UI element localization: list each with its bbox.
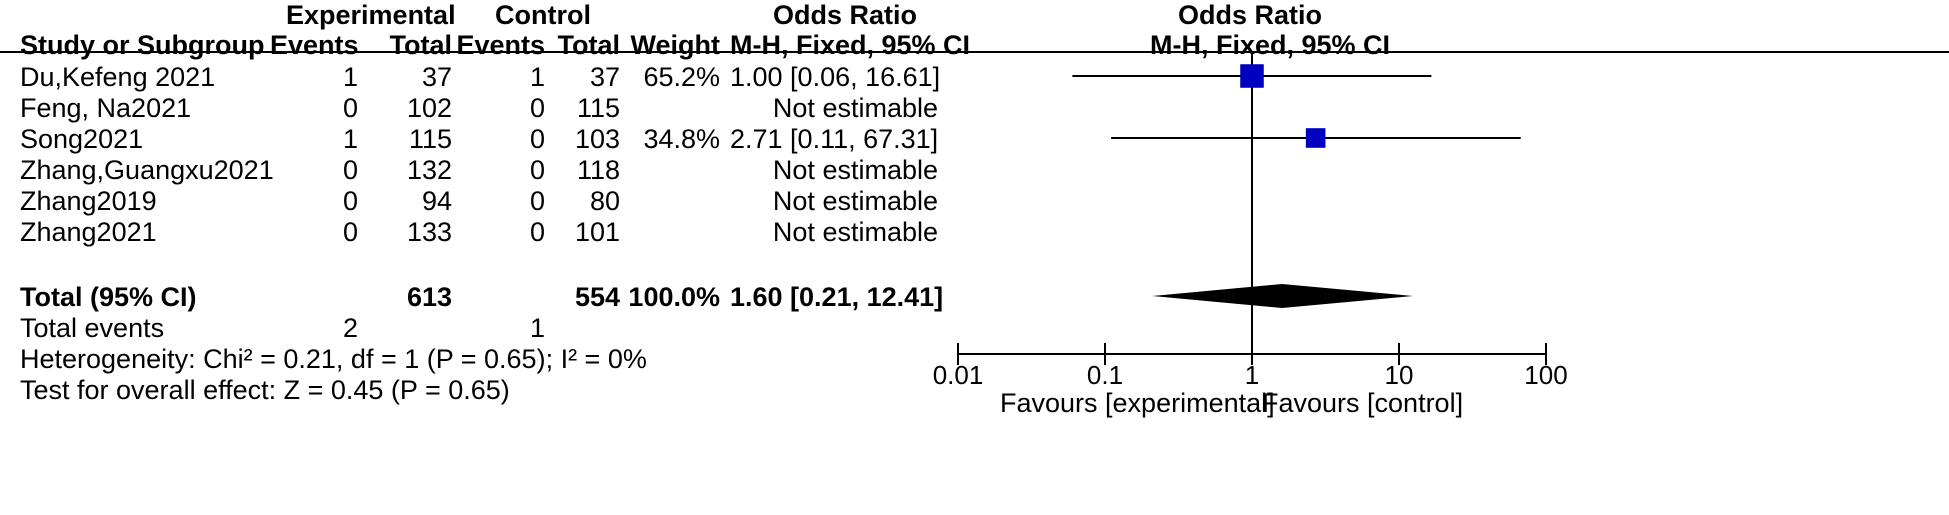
study-ctrl-events: 0 bbox=[529, 217, 545, 247]
study-exp-total: 94 bbox=[421, 186, 452, 216]
total-ctrl-total: 554 bbox=[574, 282, 620, 312]
study-exp-events: 1 bbox=[342, 62, 358, 92]
study-or-text: Not estimable bbox=[772, 93, 938, 123]
study-ctrl-total: 115 bbox=[576, 93, 620, 123]
favours-experimental-label: Favours [experimental] bbox=[1000, 388, 1275, 418]
summary-diamond bbox=[1152, 284, 1413, 308]
study-or-text: Not estimable bbox=[772, 217, 938, 247]
study-exp-total: 133 bbox=[406, 217, 452, 247]
study-name: Zhang,Guangxu2021 bbox=[20, 155, 274, 185]
study-ctrl-events: 0 bbox=[529, 155, 545, 185]
total-events-label: Total events bbox=[20, 313, 165, 343]
header-odds-ratio-plot: Odds Ratio bbox=[1177, 0, 1322, 30]
header-odds-ratio-table: Odds Ratio bbox=[772, 0, 917, 30]
header-control: Control bbox=[495, 0, 591, 30]
x-axis-tick-label: 0.01 bbox=[933, 360, 984, 390]
header-study: Study or Subgroup bbox=[20, 30, 265, 60]
study-ctrl-total: 101 bbox=[574, 217, 620, 247]
study-ctrl-events: 1 bbox=[529, 62, 545, 92]
favours-control-label: Favours [control] bbox=[1262, 388, 1464, 418]
total-label: Total (95% CI) bbox=[20, 282, 197, 312]
study-name: Zhang2019 bbox=[20, 186, 157, 216]
study-exp-total: 37 bbox=[421, 62, 452, 92]
study-or-text: 1.00 [0.06, 16.61] bbox=[730, 62, 941, 92]
total-exp-total: 613 bbox=[406, 282, 452, 312]
study-or-text: Not estimable bbox=[772, 155, 938, 185]
header-ctrl-events: Events bbox=[456, 30, 545, 60]
effect-square bbox=[1305, 128, 1326, 148]
study-exp-events: 1 bbox=[342, 124, 358, 154]
study-or-text: 2.71 [0.11, 67.31] bbox=[730, 124, 939, 154]
study-name: Du,Kefeng 2021 bbox=[20, 62, 216, 92]
header-divider bbox=[0, 51, 1949, 53]
study-exp-total: 115 bbox=[408, 124, 452, 154]
study-weight: 34.8% bbox=[643, 124, 720, 154]
study-name: Song2021 bbox=[20, 124, 144, 154]
header-ctrl-total: Total bbox=[557, 30, 621, 60]
study-exp-total: 132 bbox=[406, 155, 452, 185]
study-ctrl-total: 80 bbox=[589, 186, 620, 216]
effect-square bbox=[1240, 64, 1264, 88]
header-method-table: M-H, Fixed, 95% CI bbox=[730, 30, 971, 60]
study-or-text: Not estimable bbox=[772, 186, 938, 216]
x-axis-tick-label: 10 bbox=[1385, 360, 1414, 390]
study-exp-events: 0 bbox=[342, 93, 358, 123]
study-name: Zhang2021 bbox=[20, 217, 157, 247]
header-experimental: Experimental bbox=[286, 0, 456, 30]
heterogeneity-text: Heterogeneity: Chi² = 0.21, df = 1 (P = … bbox=[20, 344, 647, 374]
study-ctrl-total: 118 bbox=[576, 155, 620, 185]
header-exp-events: Events bbox=[270, 30, 359, 60]
study-ctrl-events: 0 bbox=[529, 124, 545, 154]
total-events-ctrl: 1 bbox=[529, 313, 545, 343]
study-ctrl-total: 37 bbox=[589, 62, 620, 92]
x-axis-tick-label: 0.1 bbox=[1087, 360, 1123, 390]
header-exp-total: Total bbox=[389, 30, 453, 60]
study-ctrl-events: 0 bbox=[529, 93, 545, 123]
study-weight: 65.2% bbox=[643, 62, 720, 92]
total-events-exp: 2 bbox=[342, 313, 358, 343]
x-axis-tick-label: 100 bbox=[1524, 360, 1567, 390]
study-exp-events: 0 bbox=[342, 217, 358, 247]
total-or-text: 1.60 [0.21, 12.41] bbox=[730, 282, 944, 312]
study-exp-events: 0 bbox=[342, 155, 358, 185]
header-weight: Weight bbox=[630, 30, 721, 60]
study-name: Feng, Na2021 bbox=[20, 93, 192, 123]
total-weight: 100.0% bbox=[628, 282, 720, 312]
overall-effect-text: Test for overall effect: Z = 0.45 (P = 0… bbox=[20, 375, 510, 405]
x-axis-tick-label: 1 bbox=[1245, 360, 1259, 390]
study-exp-events: 0 bbox=[342, 186, 358, 216]
study-ctrl-total: 103 bbox=[574, 124, 620, 154]
study-exp-total: 102 bbox=[406, 93, 452, 123]
study-ctrl-events: 0 bbox=[529, 186, 545, 216]
